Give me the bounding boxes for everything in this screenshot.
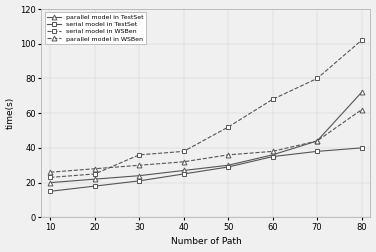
parallel model in TestSet (315, 139, 319, 142)
serial model in WSBen (92, 172, 97, 175)
parallel model in TestSet (182, 169, 186, 172)
parallel model in WSBen (92, 167, 97, 170)
parallel model in WSBen (182, 160, 186, 163)
serial model in WSBen (315, 77, 319, 80)
parallel model in TestSet (270, 153, 275, 156)
Line: parallel model in TestSet: parallel model in TestSet (48, 90, 364, 185)
parallel model in TestSet (137, 174, 141, 177)
Line: serial model in TestSet: serial model in TestSet (48, 145, 364, 194)
serial model in TestSet (270, 155, 275, 158)
parallel model in WSBen (226, 153, 230, 156)
parallel model in TestSet (92, 178, 97, 181)
serial model in WSBen (226, 125, 230, 129)
serial model in TestSet (92, 184, 97, 187)
serial model in TestSet (137, 179, 141, 182)
parallel model in WSBen (137, 164, 141, 167)
parallel model in WSBen (359, 108, 364, 111)
serial model in TestSet (48, 190, 53, 193)
Line: parallel model in WSBen: parallel model in WSBen (48, 107, 364, 175)
parallel model in TestSet (226, 164, 230, 167)
serial model in WSBen (359, 39, 364, 42)
parallel model in WSBen (270, 150, 275, 153)
serial model in TestSet (226, 166, 230, 169)
parallel model in WSBen (48, 171, 53, 174)
parallel model in TestSet (48, 181, 53, 184)
serial model in WSBen (182, 150, 186, 153)
Legend: parallel model in TestSet, serial model in TestSet, serial model in WSBen, paral: parallel model in TestSet, serial model … (44, 12, 146, 44)
Y-axis label: time(s): time(s) (6, 97, 15, 129)
serial model in TestSet (359, 146, 364, 149)
serial model in TestSet (315, 150, 319, 153)
parallel model in WSBen (315, 139, 319, 142)
parallel model in TestSet (359, 91, 364, 94)
serial model in WSBen (270, 98, 275, 101)
Line: serial model in WSBen: serial model in WSBen (48, 38, 364, 180)
serial model in WSBen (137, 153, 141, 156)
serial model in TestSet (182, 172, 186, 175)
serial model in WSBen (48, 176, 53, 179)
X-axis label: Number of Path: Number of Path (171, 237, 241, 246)
